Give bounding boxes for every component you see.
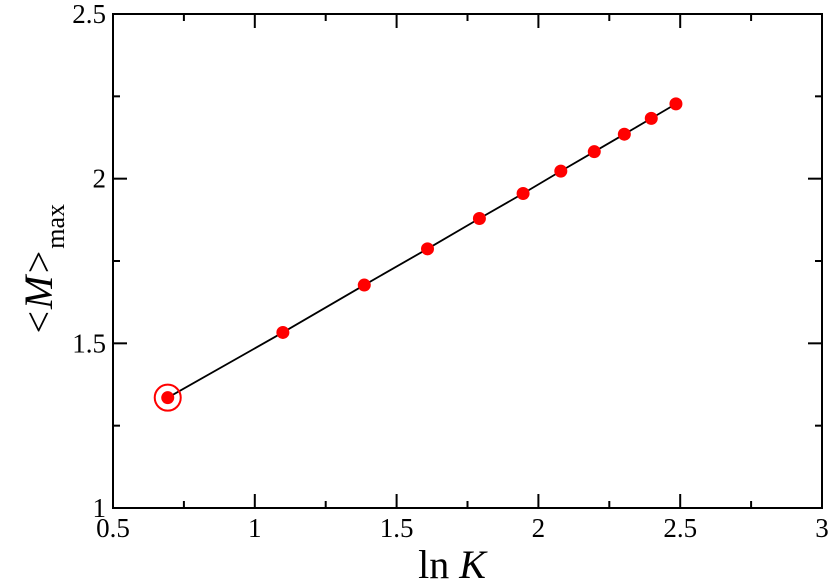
x-tick-label: 0.5	[96, 513, 130, 543]
x-tick-labels: 0.5 1 1.5 2 2.5 3	[96, 513, 829, 543]
highlight-ring	[153, 383, 182, 412]
data-point	[669, 97, 683, 111]
x-axis-label-var: K	[458, 542, 488, 583]
x-axis-label: ln K	[418, 542, 488, 583]
y-axis-label-text: <M>max	[16, 204, 70, 336]
axis-ticks	[112, 13, 823, 509]
data-point	[161, 391, 175, 405]
data-point	[644, 111, 658, 125]
x-tick-label: 1	[248, 513, 262, 543]
y-tick-label: 2.5	[72, 0, 106, 29]
data-point	[276, 325, 290, 339]
data-point	[421, 242, 435, 256]
x-tick-label: 1.5	[380, 513, 414, 543]
y-tick-label: 1.5	[72, 328, 106, 358]
data-point	[472, 212, 486, 226]
series-group	[153, 97, 683, 412]
data-point	[516, 186, 530, 200]
y-axis-label-sub: max	[41, 204, 70, 249]
data-point	[587, 145, 601, 159]
y-axis-label: <M>max	[16, 204, 70, 336]
plot-frame	[112, 13, 823, 509]
y-axis-label-main: <M>	[16, 249, 61, 336]
data-point	[617, 127, 631, 141]
y-tick-label: 1	[93, 493, 107, 523]
x-tick-label: 2.5	[663, 513, 697, 543]
y-tick-label: 2	[93, 164, 107, 194]
y-tick-labels: 1 1.5 2 2.5	[72, 0, 106, 523]
x-tick-label: 3	[815, 513, 829, 543]
x-tick-label: 2	[532, 513, 546, 543]
data-point	[554, 164, 568, 178]
x-axis-label-main: ln	[418, 542, 459, 583]
data-point	[357, 278, 371, 292]
